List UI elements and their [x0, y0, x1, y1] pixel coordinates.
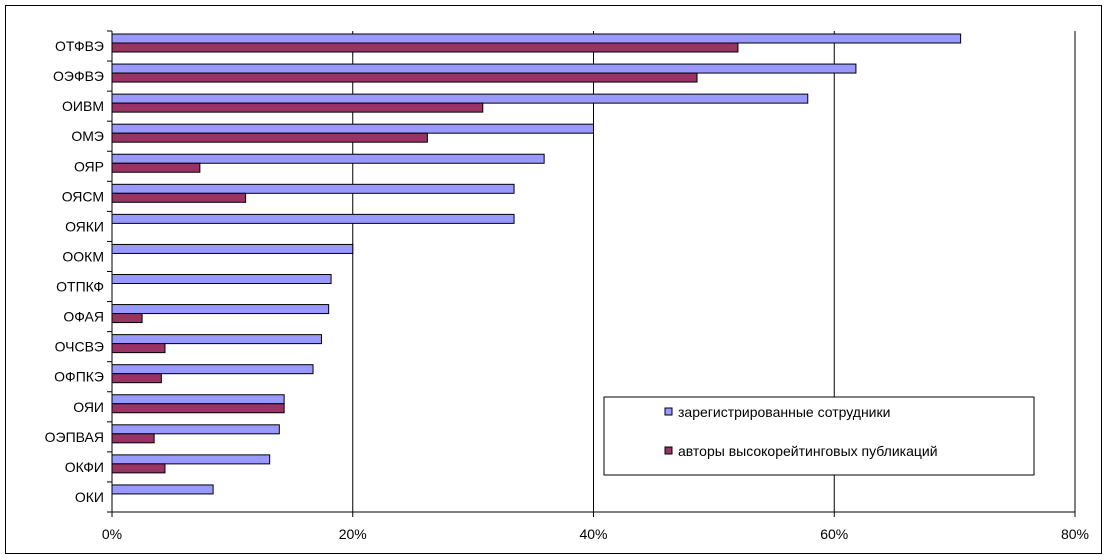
bar-authors-1: [111, 72, 698, 83]
bar-registered-10: [111, 334, 322, 345]
bar-registered-12: [111, 394, 285, 405]
bar-registered-13: [111, 424, 280, 435]
bar-registered-0: [111, 33, 962, 44]
x-tick-label-3: 60%: [820, 526, 848, 542]
category-label-3: ОМЭ: [71, 128, 104, 144]
bar-chart: ОТФВЭ ОЭФВЭ ОИВМ ОМЭ ОЯР ОЯСМ ОЯКИ ООКМ ОТПКФ ОФА…: [45, 30, 1089, 542]
category-label-9: ОФАЯ: [63, 309, 104, 325]
x-tick-label-1: 20%: [339, 526, 367, 542]
bar-registered-2: [111, 93, 809, 104]
category-label-13: ОЭПВАЯ: [45, 429, 104, 445]
bar-registered-3: [111, 123, 594, 134]
bar-authors-9: [111, 313, 143, 324]
category-labels: ОТФВЭ ОЭФВЭ ОИВМ ОМЭ ОЯР ОЯСМ ОЯКИ ООКМ ОТПКФ ОФА…: [45, 38, 104, 505]
gridlines: [352, 31, 1076, 512]
axes: [107, 30, 1076, 517]
legend-label-authors: авторы высокорейтинговых публикаций: [678, 443, 938, 459]
bar-authors-14: [111, 463, 166, 474]
bar-registered-7: [111, 243, 354, 254]
bar-registered-1: [111, 63, 857, 74]
x-tick-label-4: 80%: [1061, 526, 1089, 542]
legend-swatch-authors: [664, 446, 673, 455]
category-label-6: ОЯКИ: [65, 218, 104, 234]
bar-registered-9: [111, 304, 330, 315]
bar-authors-2: [111, 102, 484, 113]
category-label-14: ОКФИ: [65, 459, 104, 475]
bar-authors-12: [111, 403, 285, 414]
legend-swatch-registered: [664, 407, 673, 416]
bar-registered-8: [111, 274, 332, 284]
category-label-4: ОЯР: [74, 158, 104, 174]
bar-registered-11: [111, 364, 314, 375]
legend-box: [603, 396, 1035, 476]
category-label-8: ОТПКФ: [56, 279, 104, 295]
category-label-0: ОТФВЭ: [55, 38, 104, 54]
bar-authors-0: [111, 42, 739, 53]
bar-authors-3: [111, 132, 428, 143]
bar-authors-5: [111, 192, 247, 203]
category-label-10: ОЧСВЭ: [55, 339, 104, 355]
bar-authors-10: [111, 343, 166, 354]
legend: зарегистрированные сотрудники авторы выс…: [603, 396, 1035, 476]
bar-authors-13: [111, 433, 155, 444]
category-label-11: ОФПКЭ: [54, 369, 104, 385]
bar-registered-14: [111, 454, 271, 465]
bar-registered-5: [111, 183, 515, 194]
category-label-1: ОЭФВЭ: [53, 68, 104, 84]
bar-authors-4: [111, 162, 201, 173]
category-label-5: ОЯСМ: [62, 188, 104, 204]
bar-registered-4: [111, 153, 545, 164]
x-tick-label-0: 0%: [102, 526, 122, 542]
category-label-12: ОЯИ: [73, 399, 104, 415]
category-label-7: ООКМ: [62, 248, 104, 264]
chart-frame: ОТФВЭ ОЭФВЭ ОИВМ ОМЭ ОЯР ОЯСМ ОЯКИ ООКМ ОТПКФ ОФА…: [5, 5, 1102, 554]
category-label-2: ОИВМ: [62, 98, 104, 114]
category-label-15: ОКИ: [75, 489, 104, 505]
bar-authors-11: [111, 373, 162, 384]
x-tick-labels: 0% 20% 40% 60% 80%: [102, 526, 1089, 542]
bar-registered-15: [111, 484, 214, 495]
legend-label-registered: зарегистрированные сотрудники: [678, 404, 890, 420]
x-tick-label-2: 40%: [579, 526, 607, 542]
bar-registered-6: [111, 213, 515, 224]
